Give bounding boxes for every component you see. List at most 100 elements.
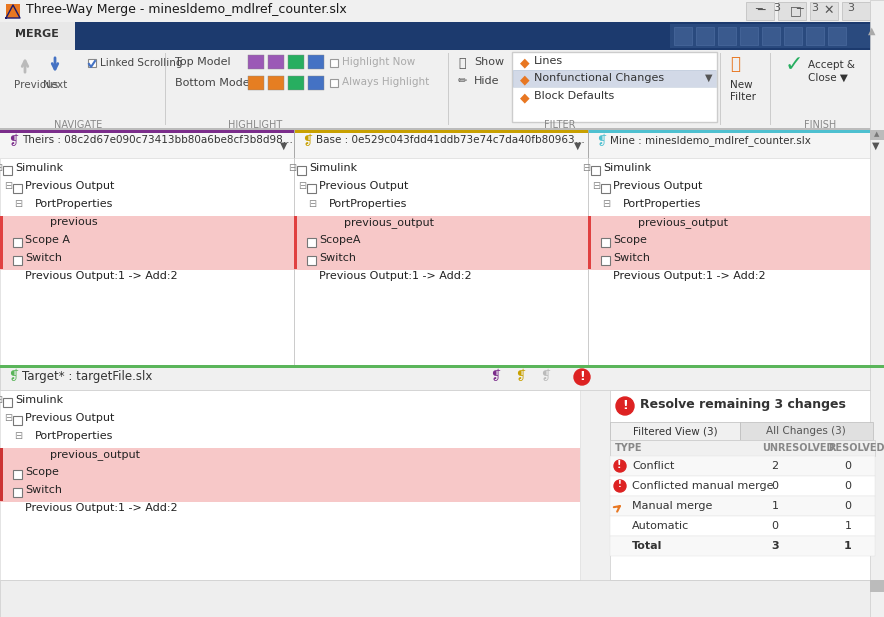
Bar — [13, 184, 22, 193]
Bar — [810, 2, 838, 20]
Text: Lines: Lines — [534, 56, 563, 66]
Bar — [610, 440, 875, 456]
Text: NAVIGATE: NAVIGATE — [54, 120, 103, 130]
Text: 1: 1 — [844, 521, 851, 531]
Text: Switch: Switch — [613, 253, 650, 263]
Bar — [718, 27, 736, 45]
Text: Previous Output: Previous Output — [319, 181, 408, 191]
Text: Simulink: Simulink — [603, 163, 652, 173]
Text: Target* : targetFile.slx: Target* : targetFile.slx — [22, 370, 152, 383]
Text: ─: ─ — [755, 3, 762, 13]
Bar — [268, 55, 284, 69]
Bar — [0, 580, 884, 617]
Circle shape — [616, 397, 634, 415]
Text: Switch: Switch — [25, 253, 62, 263]
Bar — [3, 166, 12, 175]
Text: Always Highlight: Always Highlight — [342, 77, 430, 87]
Bar — [0, 216, 294, 234]
Bar — [0, 448, 3, 501]
Bar — [297, 166, 306, 175]
Text: PortProperties: PortProperties — [35, 431, 113, 441]
Text: Linked Scrolling: Linked Scrolling — [100, 58, 182, 68]
Bar — [294, 216, 297, 269]
Bar — [165, 53, 166, 125]
Text: Bottom Model: Bottom Model — [175, 78, 253, 88]
Text: ⊟: ⊟ — [14, 199, 22, 209]
Bar — [588, 158, 589, 365]
Bar — [308, 55, 324, 69]
Bar — [770, 53, 771, 125]
Bar — [513, 70, 716, 87]
Text: !: ! — [618, 480, 621, 489]
Text: ✕: ✕ — [823, 4, 834, 17]
Bar — [762, 27, 780, 45]
Bar — [610, 476, 875, 496]
Bar — [588, 130, 884, 133]
Text: Previous Output:1 -> Add:2: Previous Output:1 -> Add:2 — [25, 503, 178, 513]
Text: ⊟: ⊟ — [602, 199, 610, 209]
Text: PortProperties: PortProperties — [623, 199, 701, 209]
Text: 3: 3 — [847, 3, 854, 13]
Bar — [601, 256, 610, 265]
Text: 👁: 👁 — [458, 57, 466, 70]
Text: ⊟: ⊟ — [0, 395, 2, 405]
Bar — [0, 130, 884, 158]
Bar — [0, 466, 580, 484]
Bar — [294, 216, 588, 234]
Bar — [0, 0, 884, 22]
Text: ❡: ❡ — [8, 370, 19, 383]
Bar — [0, 130, 884, 131]
Bar — [0, 22, 884, 50]
Text: Previous Output:1 -> Add:2: Previous Output:1 -> Add:2 — [319, 271, 472, 281]
Text: previous_output: previous_output — [638, 217, 728, 228]
Bar — [0, 130, 294, 158]
Bar — [588, 234, 884, 252]
Bar — [674, 27, 692, 45]
Text: □: □ — [790, 4, 802, 17]
Bar — [294, 130, 295, 158]
Bar — [330, 59, 338, 67]
Circle shape — [574, 369, 590, 385]
Bar — [610, 456, 875, 476]
Text: Previous Output: Previous Output — [613, 181, 703, 191]
Text: New: New — [730, 80, 752, 90]
Text: ▼: ▼ — [280, 141, 287, 151]
Bar — [610, 496, 875, 516]
Text: Hide: Hide — [474, 76, 499, 86]
Bar — [0, 22, 75, 50]
Text: previous_output: previous_output — [344, 217, 434, 228]
Text: Previous Output:1 -> Add:2: Previous Output:1 -> Add:2 — [25, 271, 178, 281]
Text: Nonfunctional Changes: Nonfunctional Changes — [534, 73, 664, 83]
Text: ◆: ◆ — [520, 91, 530, 104]
Circle shape — [614, 460, 626, 472]
Bar — [248, 55, 264, 69]
Bar — [588, 216, 591, 269]
Bar — [842, 2, 870, 20]
Text: ▲: ▲ — [868, 26, 875, 36]
Bar — [308, 76, 324, 90]
Bar — [0, 365, 884, 368]
Text: Scope: Scope — [613, 235, 647, 245]
Bar — [294, 252, 588, 270]
Text: Switch: Switch — [25, 485, 62, 495]
Bar — [870, 580, 884, 592]
Text: Previous Output:1 -> Add:2: Previous Output:1 -> Add:2 — [613, 271, 766, 281]
Text: ❡: ❡ — [515, 370, 525, 383]
Bar — [778, 2, 806, 20]
Bar — [740, 27, 758, 45]
Text: 3: 3 — [773, 3, 780, 13]
Text: Three-Way Merge - minesldemo_mdlref_counter.slx: Three-Way Merge - minesldemo_mdlref_coun… — [26, 3, 347, 16]
Bar — [588, 216, 884, 234]
Text: All Changes (3): All Changes (3) — [766, 426, 846, 436]
Bar — [670, 24, 870, 48]
Text: ⊟: ⊟ — [0, 163, 2, 173]
Text: ⊟: ⊟ — [308, 199, 316, 209]
Text: PortProperties: PortProperties — [35, 199, 113, 209]
Bar — [13, 416, 22, 425]
Bar — [0, 216, 3, 269]
Text: Conflict: Conflict — [632, 461, 674, 471]
Bar — [294, 130, 588, 158]
Text: previous_output: previous_output — [50, 449, 140, 460]
Bar — [588, 252, 884, 270]
Bar — [307, 256, 316, 265]
